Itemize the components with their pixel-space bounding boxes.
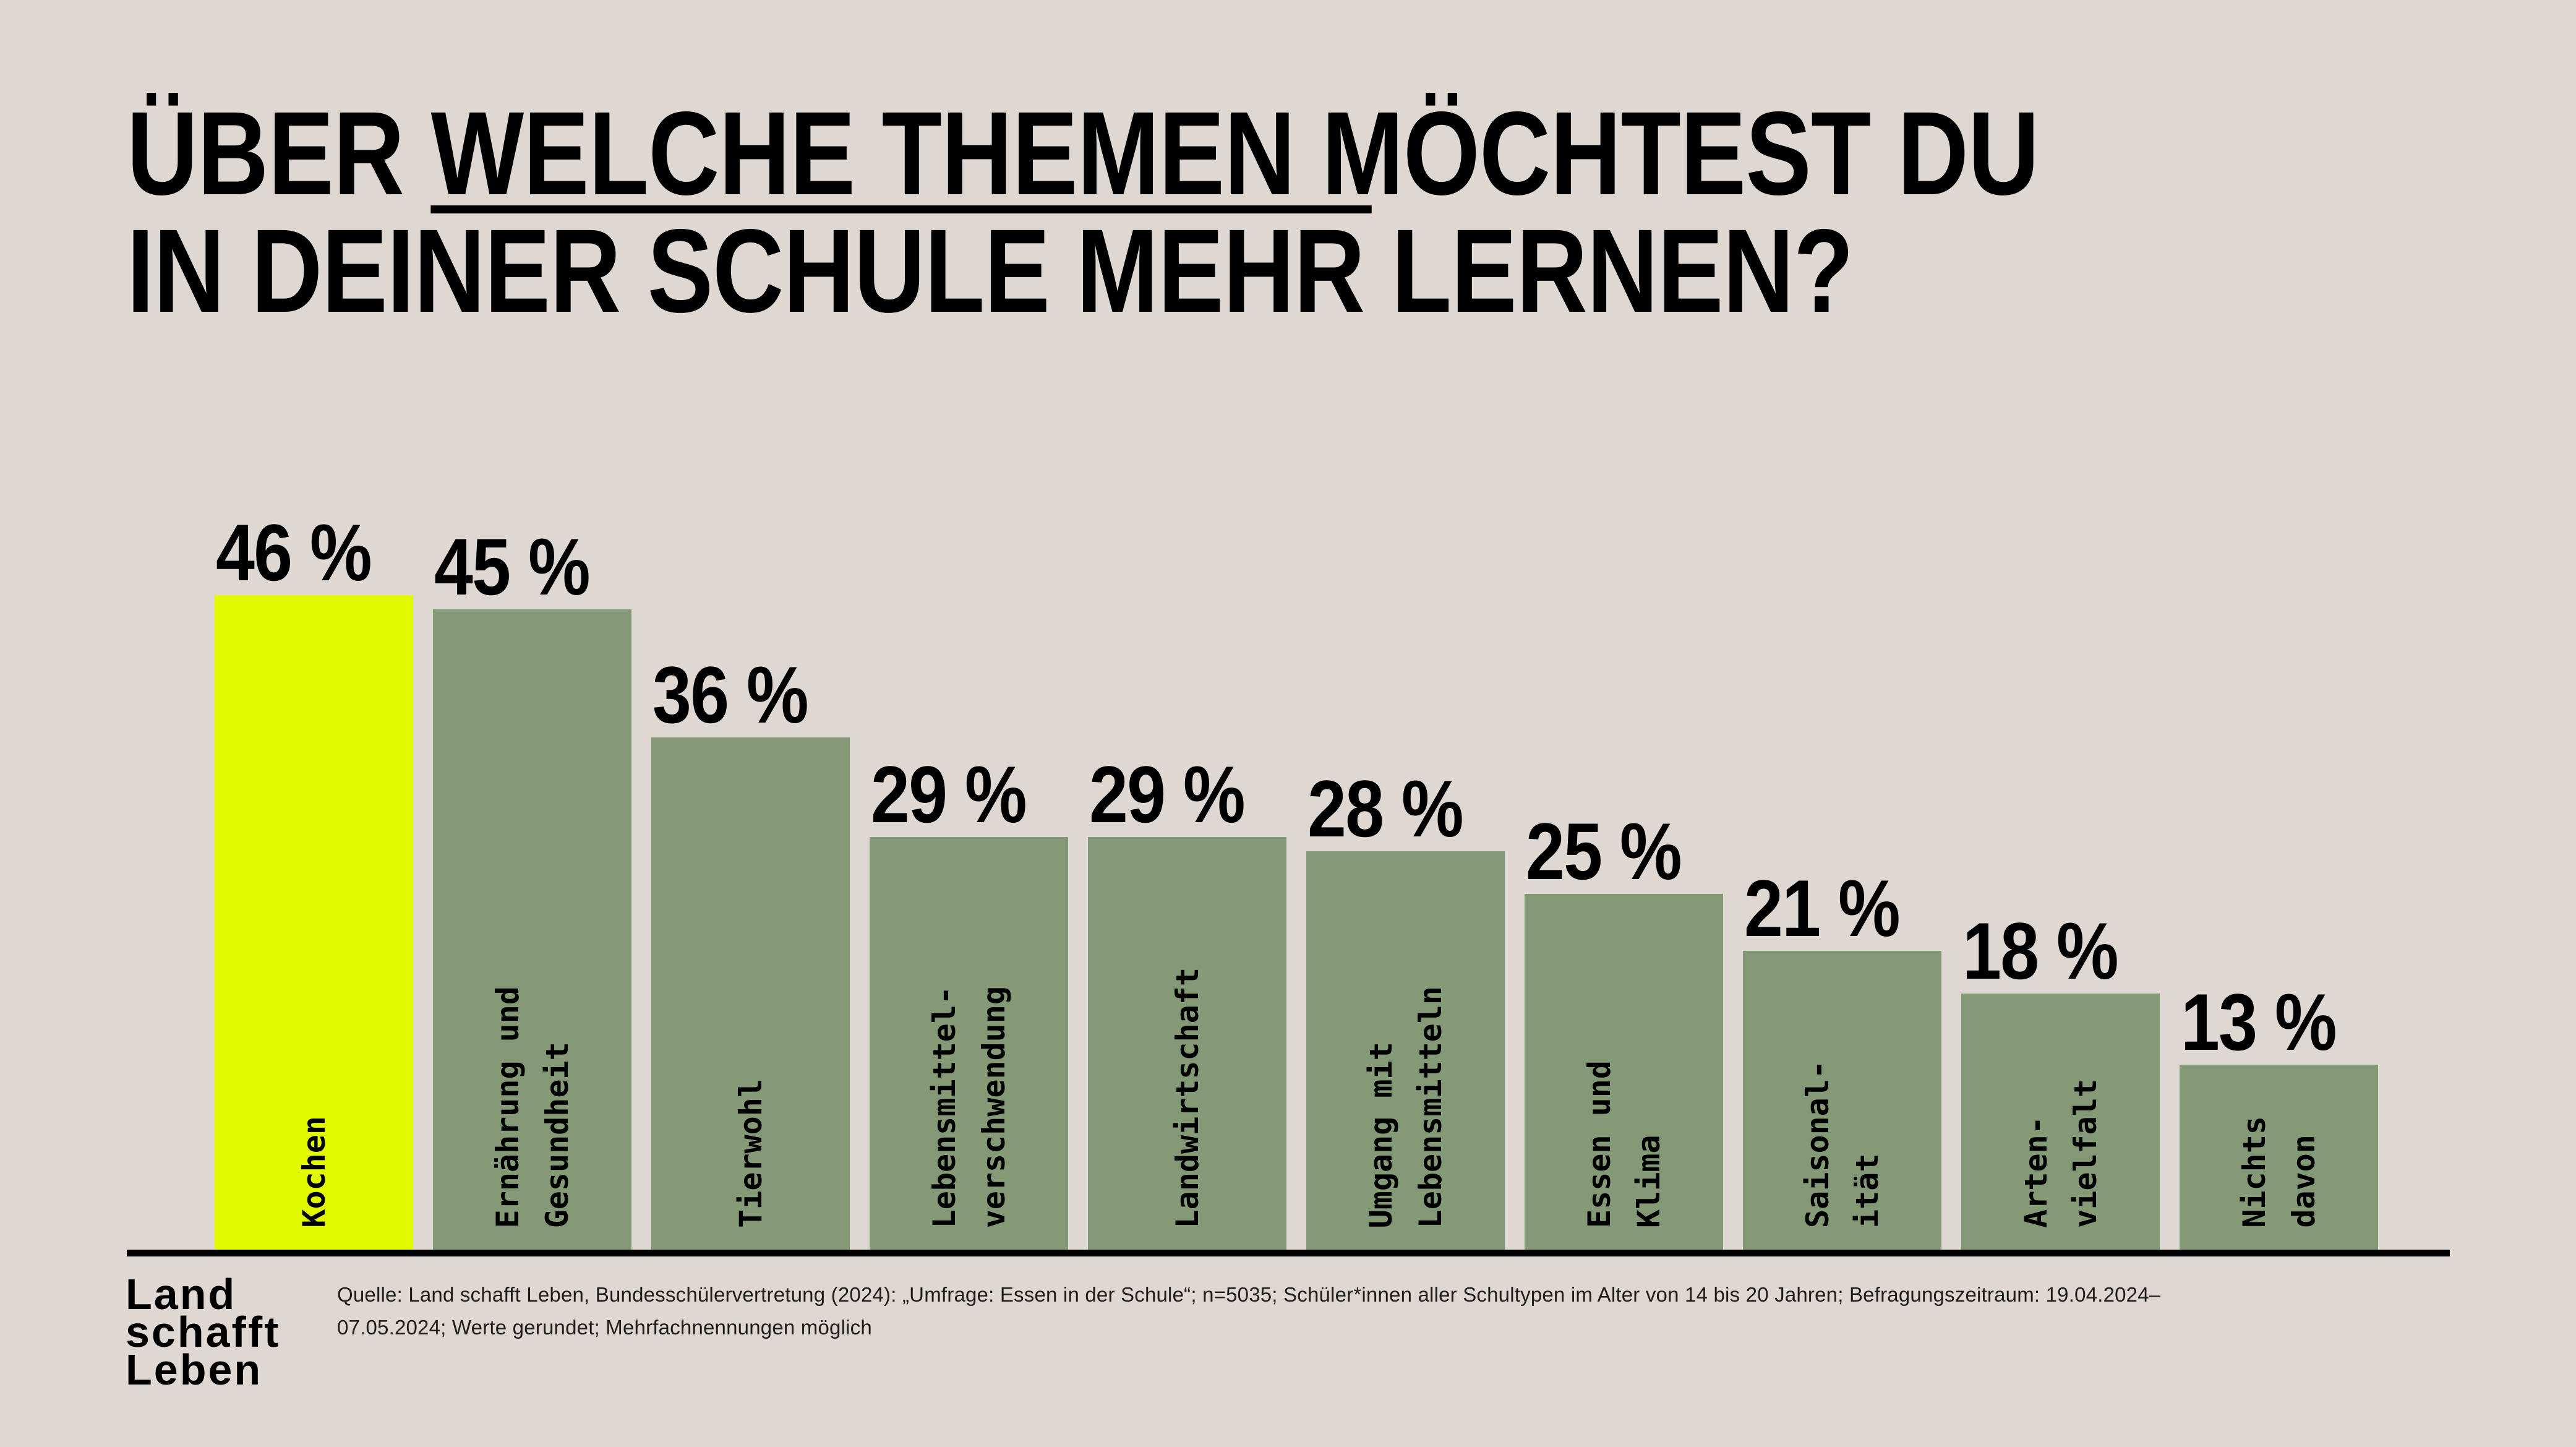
- bar-value-label: 46 %: [216, 507, 372, 598]
- bar: 25 % Essen und Klima: [1525, 811, 1723, 1250]
- bar-category-label: Lebensmittel- verschwendung: [926, 985, 1012, 1228]
- page-title: ÜBER WELCHE THEMEN MÖCHTEST DU IN DEINER …: [127, 94, 2039, 330]
- logo-line2: schafft: [126, 1308, 281, 1356]
- source-line1: Quelle: Land schafft Leben, Bundesschüle…: [337, 1283, 2161, 1306]
- bar-category-label: Nichts davon: [2236, 1116, 2322, 1228]
- bar-value-label: 25 %: [1526, 806, 1682, 896]
- source-note: Quelle: Land schafft Leben, Bundesschüle…: [337, 1278, 2160, 1344]
- bar-value-label: 21 %: [1744, 863, 1901, 953]
- chart-baseline-axis: [127, 1250, 2450, 1256]
- title-line2: IN DEINER SCHULE MEHR LERNEN?: [127, 204, 1854, 337]
- bar: 21 % Saisonal- ität: [1743, 868, 1941, 1250]
- bar-category-label: Saisonal- ität: [1799, 1060, 1885, 1228]
- bar-value-label: 28 %: [1307, 763, 1464, 854]
- bar-category-label: Kochen: [296, 1116, 332, 1228]
- title-line1-pre: ÜBER: [127, 87, 431, 220]
- bar-value-label: 29 %: [871, 749, 1027, 839]
- bar-category-label: Ernährung und Gesundheit: [489, 985, 575, 1228]
- bar-category-label: Essen und Klima: [1581, 1060, 1667, 1228]
- logo-line1: Land: [126, 1270, 237, 1318]
- bar: 36 % Tierwohl: [651, 655, 850, 1250]
- bar: 13 % Nichts davon: [2180, 982, 2378, 1250]
- bar-chart: 46 % Kochen 45 % Ernährung und Gesundheit 36…: [215, 512, 2378, 1250]
- bar-value-label: 13 %: [2181, 977, 2337, 1067]
- title-underlined-text: WELCHE THEMEN: [430, 87, 1296, 220]
- bar: 29 % Landwirtschaft: [1088, 754, 1286, 1250]
- bar: 45 % Ernährung und Gesundheit: [433, 526, 631, 1250]
- source-line2: 07.05.2024; Werte gerundet; Mehrfachnenn…: [337, 1316, 872, 1339]
- bar-value-label: 29 %: [1089, 749, 1246, 839]
- bar-value-label: 18 %: [1962, 906, 2119, 996]
- bar: 18 % Arten- vielfalt: [1961, 911, 2160, 1250]
- bar: 29 % Lebensmittel- verschwendung: [870, 754, 1068, 1250]
- bar-value-label: 36 %: [653, 650, 809, 740]
- bar-category-label: Tierwohl: [732, 1079, 769, 1228]
- bar-category-label: Arten- vielfalt: [2018, 1079, 2103, 1228]
- bar-value-label: 45 %: [434, 522, 591, 612]
- logo-line3: Leben: [126, 1346, 263, 1394]
- bar-category-label: Umgang mit Lebensmitteln: [1363, 985, 1448, 1228]
- title-line1-post: MÖCHTEST DU: [1294, 87, 2039, 220]
- bar: 28 % Umgang mit Lebensmitteln: [1306, 768, 1505, 1250]
- bar: 46 % Kochen: [215, 512, 413, 1250]
- bar-category-label: Landwirtschaft: [1169, 967, 1205, 1228]
- land-schafft-leben-logo: Land schafft Leben: [126, 1270, 281, 1394]
